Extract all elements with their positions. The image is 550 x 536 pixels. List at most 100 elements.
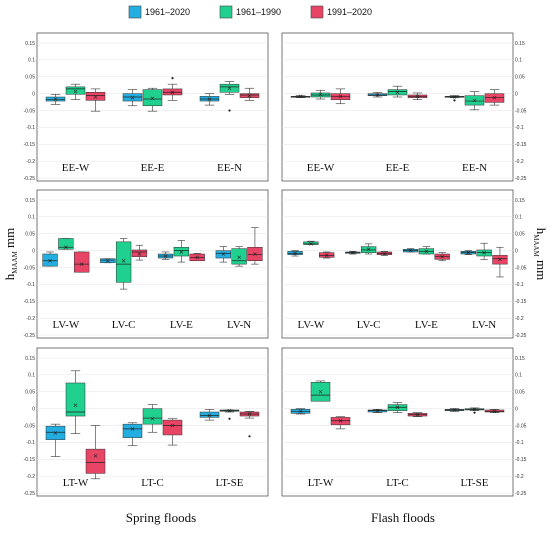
y-tick-label: 0 <box>32 248 35 254</box>
mean-marker <box>466 250 471 255</box>
y-tick-label: -0.15 <box>24 457 36 463</box>
y-tick-label: 0.15 <box>515 198 525 204</box>
mean-marker <box>472 98 477 103</box>
box-ee-n-1961-1990 <box>464 91 485 111</box>
y-tick-label: -0.05 <box>24 265 36 271</box>
group-label: LV-C <box>357 319 381 331</box>
box-lt-se-1961-2020 <box>199 408 220 421</box>
box-lv-w-1961-2020 <box>42 251 58 267</box>
box-lt-c-1961-1990 <box>142 404 163 433</box>
box-lv-e-1961-1990 <box>418 246 435 255</box>
group-label: LT-SE <box>461 477 489 489</box>
y-tick-label: 0.05 <box>515 232 525 238</box>
legend-swatch-1961-2020 <box>128 5 142 19</box>
y-tick-label: 0 <box>515 91 518 97</box>
mean-marker <box>221 252 226 256</box>
box-lv-c-1991-2020 <box>376 251 393 256</box>
outlier-point <box>473 411 476 414</box>
box-lv-c-1991-2020 <box>131 244 148 261</box>
group-label: EE-N <box>217 162 242 174</box>
mean-marker <box>170 423 175 428</box>
outlier-point <box>171 77 174 80</box>
box-ee-e-1991-2020 <box>407 92 428 100</box>
group-label: EE-W <box>62 162 90 174</box>
y-tick-label: -0.05 <box>515 108 527 114</box>
box-lv-e-1961-2020 <box>157 251 174 260</box>
group-label: LV-N <box>227 319 251 331</box>
y-tick-label: -0.2 <box>26 474 35 480</box>
mean-marker <box>207 413 212 418</box>
box-lt-w-1991-2020 <box>330 416 351 430</box>
y-tick-label: 0.1 <box>28 215 35 221</box>
legend-label-1961-2020: 1961–2020 <box>145 7 190 17</box>
box-lv-c-1961-1990 <box>115 238 132 290</box>
y-tick-label: -0.25 <box>515 333 527 339</box>
box-lt-se-1961-1990 <box>219 408 240 420</box>
box-lt-se-1991-2020 <box>239 411 260 438</box>
mean-marker <box>318 92 323 97</box>
mean-marker <box>227 86 232 91</box>
box-ee-n-1961-2020 <box>199 93 220 106</box>
box-lv-w-1991-2020 <box>319 251 335 259</box>
legend-label-1961-1990: 1961–1990 <box>236 7 281 17</box>
group-label: LT-SE <box>216 477 244 489</box>
legend-swatch-1961-1990 <box>219 5 233 19</box>
y-tick-label: -0.2 <box>515 474 524 480</box>
mean-marker <box>324 253 329 258</box>
group-label: LT-C <box>386 477 408 489</box>
mean-marker <box>424 249 429 254</box>
y-tick-label: 0.05 <box>515 390 525 396</box>
y-tick-label: 0.1 <box>28 58 35 64</box>
box-body <box>58 238 74 250</box>
group-lv-w: LV-W <box>42 238 90 331</box>
box-ee-e-1961-2020 <box>367 91 388 98</box>
group-lv-e: LV-E <box>402 246 450 331</box>
panel-2: 0.15 0.1 0.05 0 -0.05 -0.1 -0.15 -0.2 -0.25 EE-W E… <box>281 32 527 182</box>
group-label: EE-E <box>141 162 165 174</box>
y-tick-label: 0.15 <box>25 356 35 362</box>
box-lt-w-1961-2020 <box>45 423 66 457</box>
mean-marker <box>408 248 413 253</box>
column-title-spring-floods: Spring floods <box>126 510 196 525</box>
box-lv-e-1961-2020 <box>402 248 419 253</box>
mean-marker <box>338 418 343 423</box>
y-tick-label: -0.05 <box>24 423 36 429</box>
group-lv-e: LV-E <box>157 240 205 331</box>
panel-frame <box>281 32 514 182</box>
box-body <box>74 251 90 273</box>
box-body <box>65 86 86 95</box>
mean-marker <box>195 255 199 260</box>
mean-marker <box>207 97 212 101</box>
y-axis-title-left: hMAAM mm <box>2 228 19 281</box>
group-lt-w: LT-W <box>290 380 351 489</box>
svg-text:hMAAM mm: hMAAM mm <box>532 228 549 281</box>
y-tick-label: 0.05 <box>25 75 35 81</box>
mean-marker <box>93 454 98 458</box>
group-label: EE-W <box>307 162 335 174</box>
y-tick-label: 0 <box>32 91 35 97</box>
mean-marker <box>492 95 497 100</box>
box-ee-w-1961-2020 <box>45 94 66 105</box>
group-lv-n: LV-N <box>460 242 508 331</box>
mean-marker <box>150 96 155 101</box>
mean-marker <box>150 416 155 421</box>
box-lt-c-1991-2020 <box>407 412 428 418</box>
mean-marker <box>395 90 400 95</box>
mean-marker <box>375 93 380 97</box>
group-label: LV-N <box>472 319 496 331</box>
box-lv-n-1991-2020 <box>492 246 508 278</box>
mean-marker <box>482 250 486 255</box>
box-lv-w-1961-1990 <box>303 240 319 246</box>
mean-marker <box>179 250 184 254</box>
box-body <box>199 411 220 418</box>
mean-marker <box>73 89 78 94</box>
mean-marker <box>130 95 135 100</box>
box-ee-n-1961-2020 <box>444 95 465 102</box>
y-tick-label: -0.05 <box>515 423 527 429</box>
mean-marker <box>498 257 502 262</box>
box-body <box>142 89 163 107</box>
box-lt-c-1961-2020 <box>367 408 388 413</box>
mean-marker <box>121 258 126 263</box>
mean-marker <box>293 251 297 256</box>
group-label: EE-N <box>462 162 487 174</box>
